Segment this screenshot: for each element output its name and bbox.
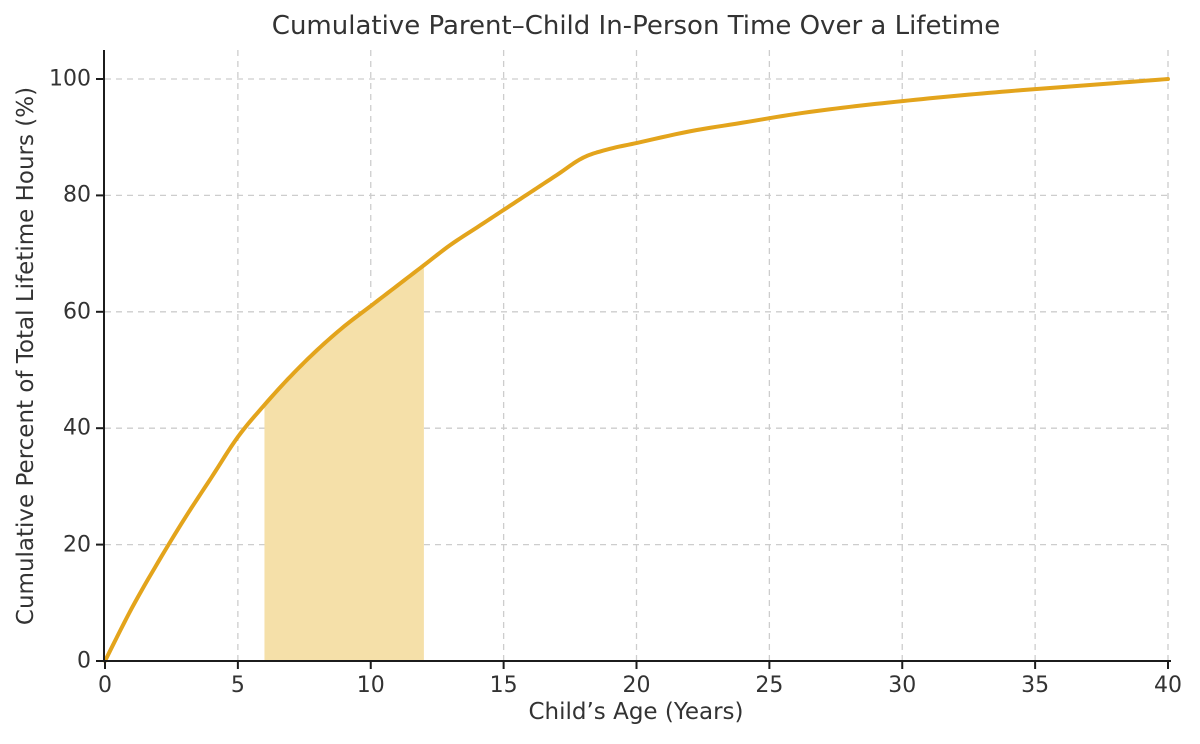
y-tick-label: 80 — [63, 182, 91, 208]
cumulative-time-curve — [103, 77, 1170, 663]
y-axis-label: Cumulative Percent of Total Lifetime Hou… — [13, 86, 39, 626]
x-tick-label: 0 — [98, 673, 112, 698]
x-tick-label: 15 — [489, 673, 518, 698]
x-axis-label: Child’s Age (Years) — [528, 699, 744, 725]
y-tick-label: 20 — [63, 532, 91, 558]
y-tick-label: 60 — [63, 299, 91, 325]
y-tick-label: 40 — [63, 415, 91, 441]
y-tick-label: 0 — [77, 648, 91, 674]
x-tick-label: 35 — [1021, 673, 1050, 698]
x-tick-label: 40 — [1154, 673, 1182, 698]
y-tick-label: 100 — [49, 66, 91, 92]
x-tick-label: 10 — [356, 673, 385, 698]
x-tick-label: 20 — [622, 673, 651, 698]
x-tick-label: 25 — [755, 673, 784, 698]
x-tick-label: 5 — [230, 673, 245, 698]
chart-title: Cumulative Parent–Child In-Person Time O… — [271, 11, 1001, 41]
x-tick-label: 30 — [888, 673, 917, 698]
